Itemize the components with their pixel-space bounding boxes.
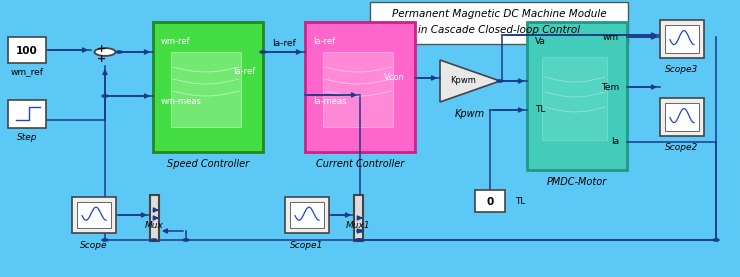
Text: Scope3: Scope3 bbox=[665, 65, 699, 75]
Text: wm_ref: wm_ref bbox=[10, 68, 44, 76]
Circle shape bbox=[116, 51, 122, 53]
Circle shape bbox=[497, 80, 503, 82]
Text: 0: 0 bbox=[486, 197, 494, 207]
Bar bbox=[8, 37, 46, 63]
Text: Scope: Scope bbox=[80, 240, 108, 250]
Text: Scope2: Scope2 bbox=[665, 143, 699, 153]
Bar bbox=[665, 25, 699, 53]
Circle shape bbox=[102, 95, 108, 97]
Text: Vcon: Vcon bbox=[384, 73, 405, 81]
Bar bbox=[150, 195, 159, 241]
Circle shape bbox=[357, 230, 363, 232]
Bar bbox=[660, 98, 704, 136]
Circle shape bbox=[102, 239, 108, 241]
Text: Va: Va bbox=[535, 37, 546, 47]
Bar bbox=[305, 22, 415, 152]
Text: TL: TL bbox=[515, 198, 525, 206]
Text: wm-ref: wm-ref bbox=[161, 37, 191, 47]
Text: Mux1: Mux1 bbox=[346, 220, 370, 230]
Bar bbox=[370, 2, 628, 44]
Text: Scope1: Scope1 bbox=[290, 240, 323, 250]
Text: +: + bbox=[96, 54, 106, 64]
Text: in Cascade Closed-loop Control: in Cascade Closed-loop Control bbox=[418, 25, 580, 35]
Polygon shape bbox=[440, 60, 500, 102]
Circle shape bbox=[713, 239, 719, 241]
Text: wm-meas: wm-meas bbox=[161, 98, 202, 106]
Bar bbox=[323, 52, 393, 127]
Bar bbox=[285, 197, 329, 233]
Bar bbox=[8, 100, 46, 128]
Circle shape bbox=[151, 239, 157, 241]
Text: Kpwm: Kpwm bbox=[455, 109, 485, 119]
Text: 100: 100 bbox=[16, 46, 38, 56]
Circle shape bbox=[357, 239, 363, 241]
Bar bbox=[660, 20, 704, 58]
Text: Ia-meas: Ia-meas bbox=[313, 98, 346, 106]
Text: Ia: Ia bbox=[611, 137, 619, 147]
Bar bbox=[171, 52, 241, 127]
Bar bbox=[354, 195, 363, 241]
Bar bbox=[475, 190, 505, 212]
Circle shape bbox=[183, 239, 189, 241]
Text: Mux: Mux bbox=[144, 220, 164, 230]
Text: Current Controller: Current Controller bbox=[316, 159, 404, 169]
Text: PMDC-Motor: PMDC-Motor bbox=[547, 177, 607, 187]
Text: Speed Controller: Speed Controller bbox=[167, 159, 249, 169]
Bar bbox=[665, 103, 699, 131]
Text: Permanent Magnetic DC Machine Module: Permanent Magnetic DC Machine Module bbox=[391, 9, 606, 19]
Text: TL: TL bbox=[535, 106, 545, 114]
Bar bbox=[290, 202, 324, 228]
Circle shape bbox=[260, 51, 266, 53]
Circle shape bbox=[95, 48, 115, 56]
Bar bbox=[542, 57, 607, 140]
Text: Ia-ref: Ia-ref bbox=[313, 37, 335, 47]
Text: Tem: Tem bbox=[601, 83, 619, 91]
Text: Kpwm: Kpwm bbox=[450, 76, 476, 86]
Circle shape bbox=[355, 239, 361, 241]
Bar bbox=[77, 202, 111, 228]
Bar bbox=[153, 22, 263, 152]
Text: +: + bbox=[96, 44, 106, 54]
Text: Step: Step bbox=[17, 134, 37, 142]
Text: Ia-ref: Ia-ref bbox=[272, 39, 296, 47]
Bar bbox=[527, 22, 627, 170]
Bar bbox=[72, 197, 116, 233]
Text: wm: wm bbox=[603, 32, 619, 42]
Text: Ia-ref: Ia-ref bbox=[233, 68, 255, 76]
